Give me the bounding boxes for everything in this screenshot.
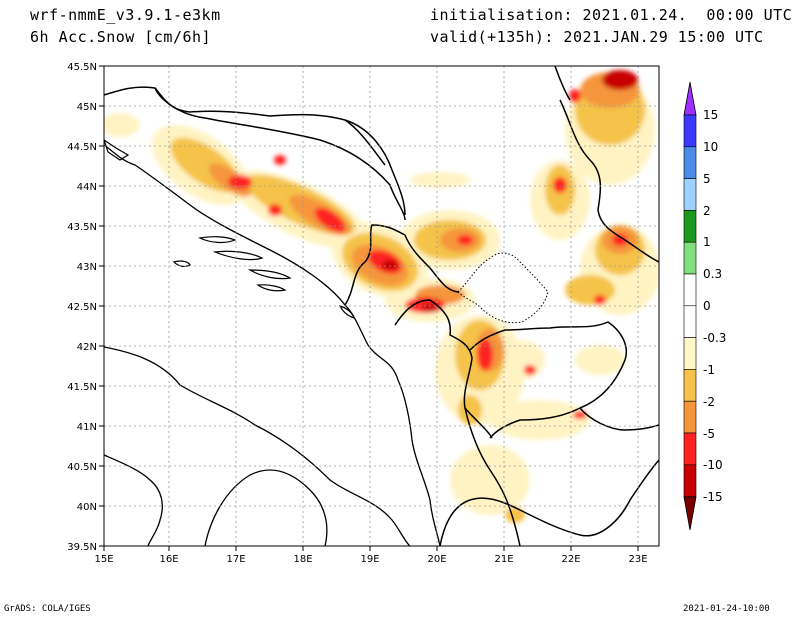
lat-label: 44N [77,182,97,193]
model-title: wrf-nmmE_v3.9.1-e3km [30,6,221,24]
island [198,236,237,244]
lat-label: 45N [77,102,97,113]
lon-label: 23E [628,554,647,565]
map-outlines [104,66,659,546]
lat-label: 40.5N [67,462,97,473]
colorbar-swatch [683,241,697,275]
albania-border [394,299,493,439]
colorbar-swatch [683,210,697,243]
colorbar-label: -5 [703,427,715,441]
colorbar-label: 15 [703,108,718,122]
greece-coast [439,459,659,546]
lon-label: 20E [427,554,446,565]
colorbar-swatch [683,114,697,148]
kosovo-border [457,252,549,324]
colorbar-label: -1 [703,363,715,377]
snow-field [104,70,659,523]
colorbar-swatch [683,464,697,497]
lat-label: 43.5N [67,222,97,233]
colorbar-label: 5 [703,172,711,186]
colorbar-labels: 15 10 5 2 1 0.3 0 -0.3 -1 -2 -5 -10 -15 [703,108,726,504]
bosnia-north-border [154,87,406,221]
macedonia-border [469,321,627,439]
greece-albania-border [464,407,521,546]
colorbar-label: 0.3 [703,267,722,281]
island [104,139,130,161]
lon-label: 16E [159,554,178,565]
lat-label: 41N [77,422,97,433]
colorbar-swatch [683,146,697,179]
lat-labels: 45.5N 45N 44.5N 44N 43.5N 43N 42.5N 42N … [67,62,97,553]
colorbar-label: -15 [703,490,723,504]
croatia-slovenia-hungary-border [104,86,386,166]
lat-label: 41.5N [67,382,97,393]
lon-label: 19E [360,554,379,565]
ticks [99,65,639,551]
colorbar-label: -2 [703,395,715,409]
lon-label: 21E [494,554,513,565]
colorbar-label: 0 [703,299,711,313]
colorbar-label: 2 [703,204,711,218]
island [338,304,355,319]
lat-label: 42.5N [67,302,97,313]
lon-label: 18E [293,554,312,565]
italy-coast [104,346,411,546]
lat-label: 43N [77,262,97,273]
colorbar-swatch [683,178,697,211]
footer-credit: GrADS: COLA/IGES [4,604,91,614]
romania-serbia-border [554,66,571,101]
island [247,269,292,280]
colorbar-top-arrow [683,81,697,116]
lon-label: 15E [94,554,113,565]
island [212,250,264,261]
bosnia-montenegro-border [344,224,406,306]
lat-label: 44.5N [67,142,97,153]
lat-label: 42N [77,342,97,353]
colorbar: 15 10 5 2 1 0.3 0 -0.3 -1 -2 -5 -10 -15 [683,81,726,531]
colorbar-swatch [683,273,697,307]
graticule [104,66,659,546]
lon-label: 17E [226,554,245,565]
colorbar-swatch [683,400,697,434]
colorbar-bottom-arrow [683,496,697,531]
island [256,284,287,292]
init-time: initialisation: 2021.01.24. 00:00 UTC [430,6,793,24]
colorbar-label: 10 [703,140,718,154]
croatia-serbia-border [344,119,406,216]
variable-title: 6h Acc.Snow [cm/6h] [30,28,212,46]
colorbar-label: 1 [703,235,711,249]
italy-heel [204,469,328,546]
colorbar-swatch [683,337,697,370]
colorbar-segments [683,114,697,497]
italy-sea-coast [104,454,163,546]
serbia-bulgaria-border [559,99,659,263]
serbia-montenegro-border [404,234,459,293]
colorbar-swatch [683,305,697,338]
greece-bulgaria-border [579,407,659,431]
island [172,260,191,268]
colorbar-label: -10 [703,458,723,472]
colorbar-swatch [683,432,697,466]
lon-label: 22E [561,554,580,565]
lat-label: 45.5N [67,62,97,73]
footer-timestamp: 2021-01-24-10:00 [683,604,770,614]
valid-time: valid(+135h): 2021.JAN.29 15:00 UTC [430,28,764,46]
colorbar-label: -0.3 [703,331,726,345]
colorbar-swatch [683,369,697,402]
lat-label: 40N [77,502,97,513]
lon-labels: 15E 16E 17E 18E 19E 20E 21E 22E 23E [94,554,647,565]
lat-label: 39.5N [67,542,97,553]
